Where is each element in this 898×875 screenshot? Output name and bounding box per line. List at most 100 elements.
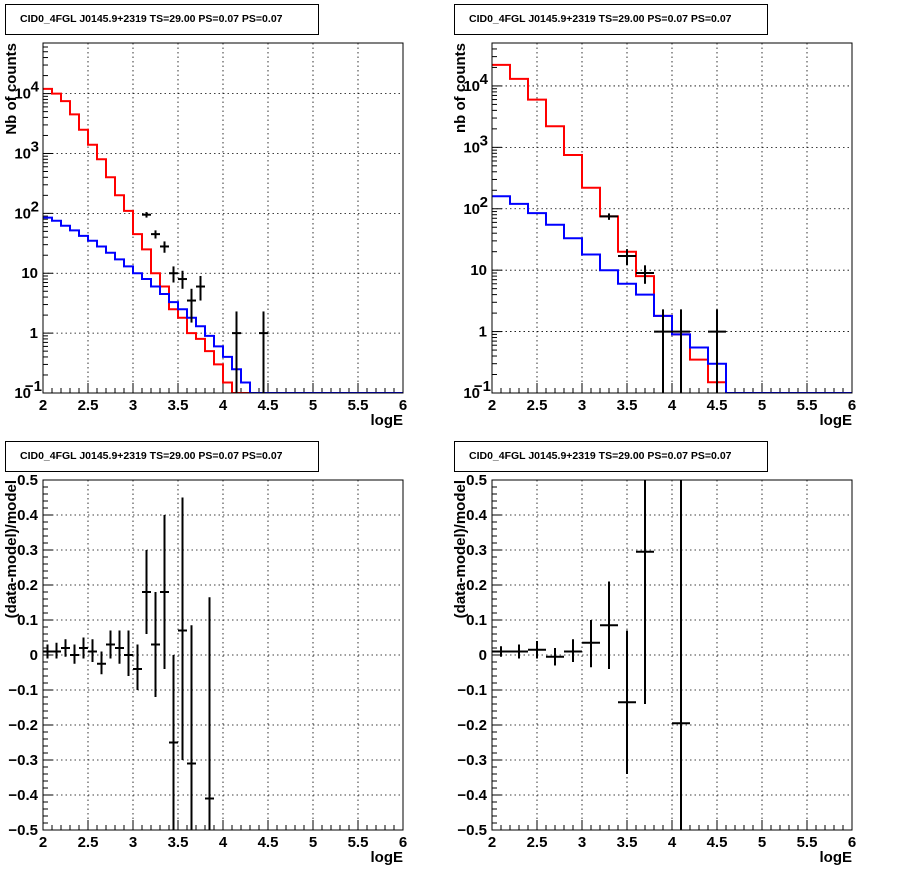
y-tick-label: −0.5 — [457, 822, 487, 839]
x-tick-label: 2.5 — [78, 834, 99, 851]
x-tick-label: 2 — [488, 834, 496, 851]
y-tick-label: −0.1 — [8, 682, 38, 699]
chart-title: CID0_4FGL J0145.9+2319 TS=29.00 PS=0.07 … — [469, 450, 732, 462]
data-point — [600, 581, 618, 669]
data-point — [79, 637, 88, 659]
data-point — [259, 311, 268, 393]
data-point — [178, 270, 187, 289]
data-point — [672, 480, 690, 830]
y-tick-label: −0.4 — [8, 787, 38, 804]
y-tick-exponent: 2 — [480, 194, 488, 211]
y-tick-label: 10 — [463, 78, 480, 95]
x-tick-label: 4 — [219, 397, 228, 414]
x-tick-label: 4 — [219, 834, 228, 851]
x-tick-label: 4 — [668, 834, 677, 851]
y-tick-label: 0.5 — [17, 472, 38, 489]
series-blue-step — [43, 216, 403, 393]
data-point — [151, 592, 160, 697]
data-point — [133, 644, 142, 690]
y-tick-label: 10 — [14, 385, 31, 402]
x-tick-label: 3.5 — [617, 834, 638, 851]
x-tick-label: 6 — [848, 397, 856, 414]
x-tick-label: 3.5 — [617, 397, 638, 414]
y-tick-label: 0.1 — [466, 612, 487, 629]
data-point — [636, 265, 654, 284]
y-tick-exponent: −1 — [474, 378, 491, 395]
x-axis-title: logE — [371, 849, 404, 866]
x-tick-label: 3 — [129, 834, 137, 851]
x-tick-label: 6 — [399, 834, 407, 851]
data-point — [142, 550, 151, 634]
x-tick-label: 2.5 — [78, 397, 99, 414]
data-point — [528, 641, 546, 659]
data-point — [654, 309, 672, 393]
x-tick-label: 5.5 — [348, 397, 369, 414]
y-tick-label: 1 — [479, 324, 487, 341]
pane-top-left: CID0_4FGL J0145.9+2319 TS=29.00 PS=0.07 … — [3, 4, 407, 429]
series-blue-step — [492, 195, 852, 393]
plot-frame — [491, 479, 853, 831]
x-tick-label: 4.5 — [258, 397, 279, 414]
y-axis-title: nb of counts — [452, 43, 469, 133]
y-tick-label: −0.2 — [457, 717, 487, 734]
data-point — [636, 480, 654, 704]
y-tick-exponent: 4 — [31, 79, 40, 96]
data-point — [124, 630, 133, 676]
y-tick-label: 10 — [470, 262, 487, 279]
data-point — [205, 597, 214, 830]
title-box — [5, 4, 319, 35]
y-tick-label: 0.2 — [17, 577, 38, 594]
data-point — [618, 630, 636, 774]
x-tick-label: 2 — [39, 397, 47, 414]
x-tick-label: 6 — [399, 397, 407, 414]
plot-frame — [42, 479, 404, 831]
data-point — [61, 639, 70, 657]
data-point — [564, 639, 582, 662]
x-tick-label: 2.5 — [527, 397, 548, 414]
y-tick-label: 10 — [14, 145, 31, 162]
y-tick-label: 0.1 — [17, 612, 38, 629]
data-point — [151, 230, 160, 239]
series-red-step — [43, 87, 403, 393]
data-point — [618, 249, 636, 266]
y-tick-label: 0.4 — [17, 507, 39, 524]
x-tick-label: 3 — [578, 397, 586, 414]
y-axis-title: (data-model)/model — [3, 480, 20, 618]
data-layer — [492, 480, 690, 830]
data-point — [546, 648, 564, 666]
x-tick-label: 5 — [309, 834, 317, 851]
title-box — [5, 441, 319, 472]
y-tick-label: 0.5 — [466, 472, 487, 489]
x-tick-label: 3.5 — [168, 834, 189, 851]
y-tick-label: 10 — [463, 201, 480, 218]
y-tick-label: 0.3 — [466, 542, 487, 559]
y-axis-title: Nb of counts — [3, 43, 20, 135]
data-point — [160, 241, 169, 253]
plot-frame — [491, 42, 853, 394]
grid — [43, 43, 403, 393]
data-point — [492, 646, 510, 657]
title-box — [454, 4, 768, 35]
x-tick-label: 5 — [309, 397, 317, 414]
y-tick-label: −0.5 — [8, 822, 38, 839]
y-tick-exponent: 3 — [31, 138, 39, 155]
data-point — [52, 642, 61, 659]
y-tick-label: −0.3 — [8, 752, 38, 769]
data-point — [178, 497, 187, 760]
data-point — [187, 288, 196, 323]
title-box — [454, 441, 768, 472]
y-tick-label: −0.1 — [457, 682, 487, 699]
y-tick-label: 1 — [30, 325, 38, 342]
x-tick-label: 3 — [129, 397, 137, 414]
y-tick-exponent: 4 — [480, 71, 489, 88]
x-tick-label: 4 — [668, 397, 677, 414]
grid — [492, 480, 852, 830]
data-point — [169, 266, 178, 283]
y-tick-label: −0.3 — [457, 752, 487, 769]
y-tick-label: 0 — [30, 647, 38, 664]
y-axis-title: (data-model)/model — [452, 480, 469, 618]
data-layer — [492, 63, 852, 393]
x-tick-label: 3.5 — [168, 397, 189, 414]
data-point — [232, 311, 241, 393]
data-point — [115, 630, 124, 664]
